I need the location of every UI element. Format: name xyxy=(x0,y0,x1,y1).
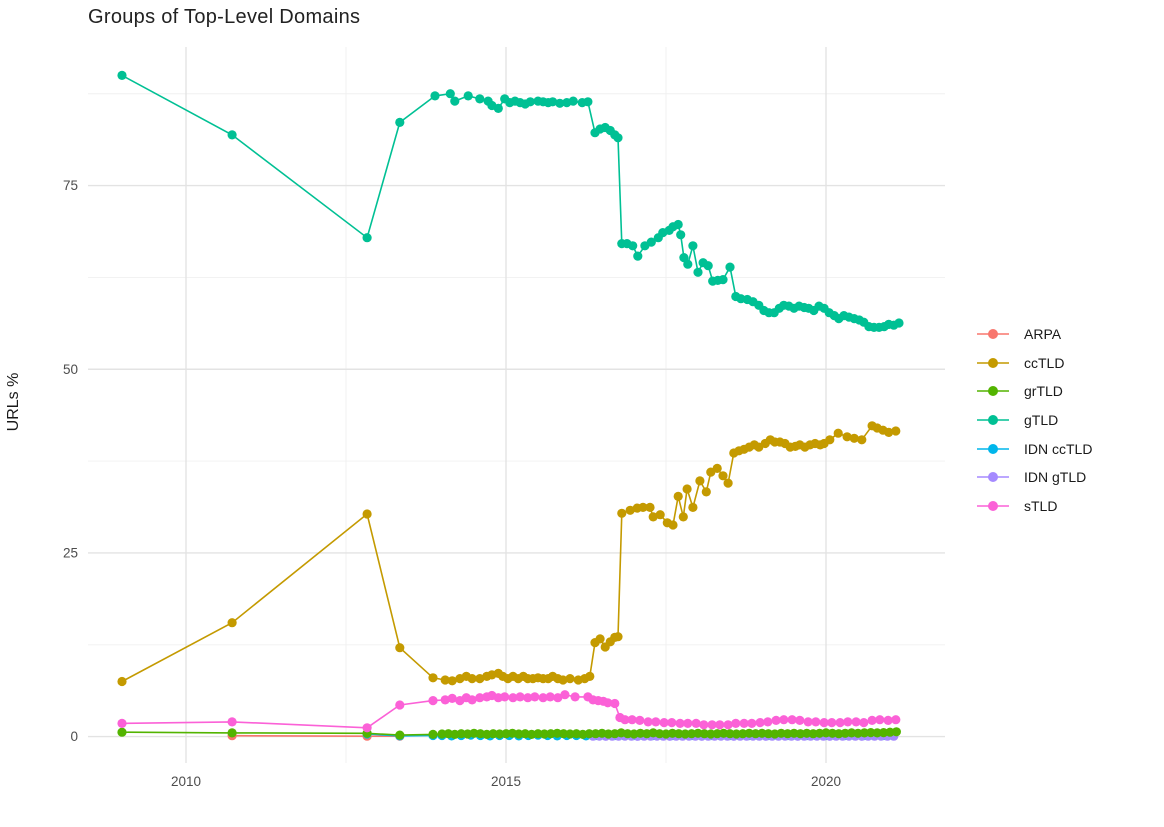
legend-item-stld: sTLD xyxy=(976,492,1092,521)
series-grtld xyxy=(117,727,902,740)
legend-key-icon xyxy=(977,472,1009,483)
legend-key-icon xyxy=(977,415,1009,426)
legend-label: sTLD xyxy=(1024,497,1058,514)
grid-major xyxy=(88,47,945,763)
legend-label: ARPA xyxy=(1024,326,1062,343)
x-tick-label: 2020 xyxy=(811,774,841,789)
legend-item-grtld: grTLD xyxy=(976,377,1092,406)
y-tick-label: 75 xyxy=(63,178,78,193)
x-axis-tick-labels: 2010 2015 2020 xyxy=(171,774,841,789)
series-stld xyxy=(117,690,901,733)
series-gtld xyxy=(117,70,904,332)
legend-item-gtld: gTLD xyxy=(976,406,1092,435)
legend-item-arpa: ARPA xyxy=(976,320,1092,349)
legend-key-icon xyxy=(977,357,1009,368)
legend-key-icon xyxy=(977,386,1009,397)
y-axis-tick-labels: 0 25 50 75 xyxy=(63,178,78,744)
legend-item-idn-gtld: IDN gTLD xyxy=(976,463,1092,492)
legend-key-icon xyxy=(977,329,1009,340)
legend-item-cctld: ccTLD xyxy=(976,349,1092,378)
y-tick-label: 25 xyxy=(63,545,78,560)
legend: ARPA ccTLD grTLD gTLD IDN ccTLD IDN gTLD sTLD xyxy=(976,320,1092,520)
legend-key-icon xyxy=(977,500,1009,511)
legend-label: grTLD xyxy=(1024,383,1063,400)
x-tick-label: 2010 xyxy=(171,774,201,789)
legend-key-icon xyxy=(977,443,1009,454)
legend-label: gTLD xyxy=(1024,412,1059,429)
grid-minor xyxy=(88,47,945,763)
legend-label: IDN ccTLD xyxy=(1024,440,1093,457)
y-tick-label: 50 xyxy=(63,362,78,377)
x-tick-label: 2015 xyxy=(491,774,521,789)
legend-item-idn-cctld: IDN ccTLD xyxy=(976,434,1092,463)
legend-label: ccTLD xyxy=(1024,354,1065,371)
legend-label: IDN gTLD xyxy=(1024,469,1087,486)
y-tick-label: 0 xyxy=(70,729,78,744)
series-cctld xyxy=(117,421,901,687)
chart-title: Groups of Top-Level Domains xyxy=(88,6,361,28)
